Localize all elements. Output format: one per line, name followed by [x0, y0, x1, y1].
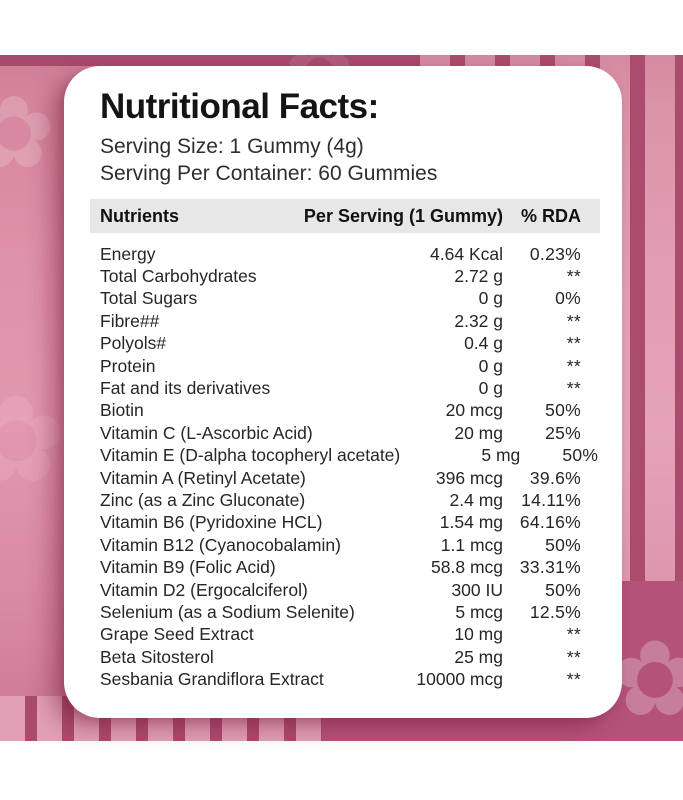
table-row: Vitamin A (Retinyl Acetate) 396 mcg 39.6%	[90, 467, 600, 489]
nutrient-name-cell: Total Carbohydrates	[100, 266, 257, 287]
serving-size-line: Serving Size: 1 Gummy (4g)	[100, 135, 364, 158]
rda-cell: 33.31%	[519, 557, 581, 578]
nutrient-name-cell: Polyols#	[100, 333, 167, 354]
bottom-right-dark-band	[322, 715, 683, 741]
table-row: Grape Seed Extract 10 mg **	[90, 624, 600, 646]
rda-cell: **	[566, 669, 581, 690]
rda-cell: 14.11%	[521, 489, 581, 510]
amount-cell: 0 g	[478, 378, 503, 399]
page-title: Nutritional Facts:	[100, 87, 379, 126]
header-per-serving: Per Serving (1 Gummy)	[303, 205, 503, 226]
nutrient-name-cell: Vitamin B12 (Cyanocobalamin)	[100, 534, 341, 555]
nutrient-name-cell: Sesbania Grandiflora Extract	[100, 669, 324, 690]
rda-cell: 50%	[545, 534, 581, 555]
rda-cell: **	[566, 355, 581, 376]
amount-cell: 0.4 g	[464, 333, 503, 354]
rda-cell: 64.16%	[519, 512, 581, 533]
top-dark-band	[0, 55, 420, 66]
table-row: Protein 0 g **	[90, 355, 600, 377]
amount-cell: 396 mcg	[435, 467, 503, 488]
rda-cell: **	[566, 310, 581, 331]
amount-cell: 20 mcg	[445, 400, 503, 421]
nutrient-name-cell: Vitamin A (Retinyl Acetate)	[100, 467, 306, 488]
rda-cell: **	[566, 266, 581, 287]
table-row: Selenium (as a Sodium Selenite) 5 mcg 12.5…	[90, 601, 600, 623]
rda-cell: 50%	[545, 579, 581, 600]
rda-cell: 0.23%	[529, 243, 581, 264]
hibiscus-flower-icon: ✿	[0, 77, 56, 189]
rda-cell: **	[566, 378, 581, 399]
table-row: Vitamin B12 (Cyanocobalamin) 1.1 mcg 50%	[90, 534, 600, 556]
table-row: Biotin 20 mcg 50%	[90, 400, 600, 422]
amount-cell: 4.64 Kcal	[430, 243, 503, 264]
nutrient-name-cell: Vitamin B6 (Pyridoxine HCL)	[100, 512, 323, 533]
table-row: Total Sugars 0 g 0%	[90, 288, 600, 310]
nutrient-name-cell: Fibre##	[100, 310, 160, 331]
amount-cell: 0 g	[478, 355, 503, 376]
amount-cell: 5 mg	[481, 445, 521, 466]
amount-cell: 25 mg	[454, 646, 503, 667]
rda-cell: **	[566, 333, 581, 354]
rda-cell: **	[566, 624, 581, 645]
table-header-row: Nutrients Per Serving (1 Gummy) % RDA	[90, 199, 600, 233]
table-row: Vitamin B6 (Pyridoxine HCL) 1.54 mg 64.16%	[90, 512, 600, 534]
rda-cell: 39.6%	[529, 467, 581, 488]
table-row: Fat and its derivatives 0 g **	[90, 377, 600, 399]
table-row: Zinc (as a Zinc Gluconate) 2.4 mg 14.11%	[90, 489, 600, 511]
amount-cell: 2.32 g	[454, 310, 503, 331]
table-row: Total Carbohydrates 2.72 g **	[90, 265, 600, 287]
nutrient-name-cell: Biotin	[100, 400, 144, 421]
nutrition-table-body: Energy 4.64 Kcal 0.23% Total Carbohydrates 2…	[90, 243, 600, 691]
table-row: Vitamin D2 (Ergocalciferol) 300 IU 50%	[90, 579, 600, 601]
table-row: Polyols# 0.4 g **	[90, 333, 600, 355]
amount-cell: 1.54 mg	[439, 512, 503, 533]
rda-cell: **	[566, 646, 581, 667]
rda-cell: 12.5%	[529, 601, 581, 622]
table-row: Fibre## 2.32 g **	[90, 310, 600, 332]
nutrient-name-cell: Protein	[100, 355, 156, 376]
table-row: Sesbania Grandiflora Extract 10000 mcg **	[90, 668, 600, 690]
amount-cell: 5 mcg	[455, 601, 503, 622]
nutrient-name-cell: Grape Seed Extract	[100, 624, 254, 645]
table-row: Vitamin C (L-Ascorbic Acid) 20 mg 25%	[90, 422, 600, 444]
hibiscus-flower-icon: ✿	[0, 373, 67, 507]
nutrition-facts-card: Nutritional Facts: Serving Size: 1 Gummy…	[64, 66, 622, 718]
nutrient-name-cell: Vitamin E (D-alpha tocopheryl acetate)	[100, 445, 401, 466]
nutrient-name-cell: Beta Sitosterol	[100, 646, 214, 667]
nutrient-name-cell: Vitamin D2 (Ergocalciferol)	[100, 579, 308, 600]
nutrient-name-cell: Fat and its derivatives	[100, 378, 271, 399]
rda-cell: 50%	[545, 400, 581, 421]
nutrient-name-cell: Vitamin C (L-Ascorbic Acid)	[100, 422, 313, 443]
amount-cell: 10 mg	[454, 624, 503, 645]
table-row: Vitamin B9 (Folic Acid) 58.8 mcg 33.31%	[90, 556, 600, 578]
amount-cell: 58.8 mcg	[431, 557, 503, 578]
nutrient-name-cell: Selenium (as a Sodium Selenite)	[100, 601, 355, 622]
amount-cell: 1.1 mcg	[440, 534, 503, 555]
amount-cell: 2.4 mg	[449, 489, 504, 510]
nutrient-name-cell: Total Sugars	[100, 288, 198, 309]
table-row: Beta Sitosterol 25 mg **	[90, 646, 600, 668]
table-row: Vitamin E (D-alpha tocopheryl acetate) 5 …	[90, 445, 600, 467]
rda-cell: 0%	[555, 288, 581, 309]
rda-cell: 50%	[562, 445, 599, 466]
serving-per-container-line: Serving Per Container: 60 Gummies	[100, 162, 438, 185]
amount-cell: 10000 mcg	[416, 669, 503, 690]
nutrient-name-cell: Vitamin B9 (Folic Acid)	[100, 557, 276, 578]
nutrient-name-cell: Zinc (as a Zinc Gluconate)	[100, 489, 306, 510]
amount-cell: 20 mg	[454, 422, 503, 443]
header-nutrients: Nutrients	[100, 205, 180, 226]
table-row: Energy 4.64 Kcal 0.23%	[90, 243, 600, 265]
rda-cell: 25%	[545, 422, 581, 443]
nutrient-name-cell: Energy	[100, 243, 156, 264]
header-rda: % RDA	[520, 205, 581, 226]
amount-cell: 0 g	[478, 288, 503, 309]
amount-cell: 300 IU	[451, 579, 503, 600]
amount-cell: 2.72 g	[454, 266, 503, 287]
